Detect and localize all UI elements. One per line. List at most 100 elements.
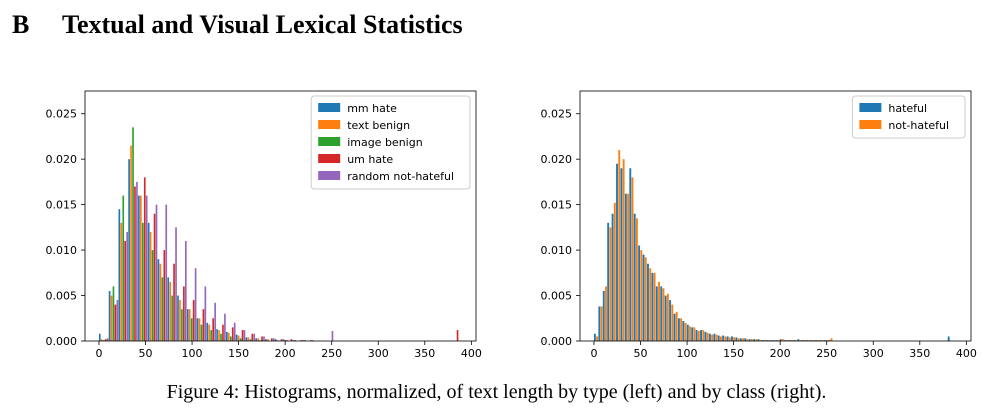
y-tick-label: 0.020	[541, 153, 573, 166]
bar	[620, 168, 623, 341]
y-tick-label: 0.025	[541, 108, 573, 121]
bar	[797, 339, 800, 341]
bar	[184, 241, 187, 341]
bar	[312, 340, 314, 341]
bar	[770, 340, 773, 341]
bar	[169, 281, 171, 341]
figure: 0 50 100 150 200 250 300 350 400 0.000 0.005 0.010 0…	[0, 70, 977, 375]
bar	[292, 340, 295, 341]
bar	[140, 195, 142, 341]
legend-swatch	[318, 120, 341, 129]
bar	[282, 339, 285, 341]
x-tick-label: 250	[816, 347, 837, 360]
bar	[799, 340, 802, 341]
bar	[171, 295, 173, 341]
bar	[627, 193, 630, 341]
bar	[682, 321, 685, 341]
bar	[220, 333, 222, 341]
bar	[792, 340, 795, 341]
bar	[631, 177, 634, 341]
bar	[456, 330, 459, 341]
bar	[114, 304, 117, 341]
section-heading: B Textual and Visual Lexical Statistics	[12, 10, 463, 40]
plot-frame	[579, 90, 972, 342]
x-tick-label: 350	[909, 347, 930, 360]
bar	[271, 338, 273, 341]
bar	[708, 333, 711, 341]
legend: mm hate text benign image benign um hate ran…	[310, 95, 471, 190]
legend-label: hateful	[888, 102, 927, 115]
legend-swatch	[318, 171, 341, 180]
bar	[173, 263, 175, 341]
bar	[100, 339, 103, 341]
bar	[229, 336, 232, 341]
bar	[149, 231, 152, 341]
bar	[790, 340, 793, 341]
bar	[744, 338, 747, 341]
bar	[138, 195, 140, 341]
bars	[98, 127, 459, 341]
bar	[210, 330, 213, 341]
x-tick-label: 200	[770, 347, 791, 360]
bar	[717, 335, 720, 341]
x-tick-label: 0	[95, 347, 102, 360]
bar	[750, 339, 753, 341]
bar	[224, 313, 226, 341]
bar	[773, 340, 775, 341]
bar	[691, 327, 694, 341]
bar	[781, 339, 784, 341]
legend: hateful not-hateful	[851, 95, 966, 139]
bar	[110, 295, 113, 341]
bar	[762, 340, 764, 341]
y-tick-label: 0.010	[541, 244, 573, 257]
bar	[801, 340, 804, 341]
bar	[227, 332, 230, 341]
bar	[715, 334, 718, 341]
bar	[161, 277, 164, 341]
bar	[128, 159, 130, 341]
bar	[245, 337, 248, 341]
bar	[788, 340, 791, 341]
bar	[713, 333, 716, 341]
x-tick-label: 300	[368, 347, 389, 360]
bar	[212, 318, 215, 341]
x-tick-label: 50	[634, 347, 648, 360]
bar	[118, 209, 121, 341]
bar	[98, 333, 101, 341]
bar	[735, 337, 738, 341]
bar	[731, 336, 733, 341]
x-tick-label: 150	[228, 347, 249, 360]
bar	[804, 340, 806, 341]
bar	[609, 227, 612, 341]
x-tick-label: 350	[414, 347, 435, 360]
bar	[181, 309, 183, 341]
legend-swatch	[318, 154, 341, 163]
bar	[274, 339, 277, 341]
y-tick-label: 0.010	[46, 244, 78, 257]
bar	[702, 330, 705, 341]
bar	[673, 313, 676, 341]
bar	[226, 331, 228, 341]
bar	[737, 338, 740, 341]
bar	[259, 340, 261, 341]
bar	[671, 304, 674, 341]
bar	[132, 127, 134, 341]
bar	[823, 340, 826, 341]
bar	[206, 322, 209, 341]
bar	[251, 333, 254, 341]
y-tick-label: 0.000	[541, 335, 573, 348]
x-tick-label: 300	[863, 347, 884, 360]
bar	[817, 340, 820, 341]
bar	[179, 300, 181, 341]
bar	[739, 338, 742, 341]
bar	[145, 195, 148, 341]
bar	[806, 340, 809, 341]
bar	[593, 333, 596, 341]
bar	[598, 306, 601, 341]
bar	[126, 231, 128, 341]
bar	[255, 338, 258, 341]
bar	[257, 338, 259, 341]
legend-swatch	[318, 137, 341, 146]
bar	[108, 291, 111, 341]
bar	[684, 322, 687, 341]
